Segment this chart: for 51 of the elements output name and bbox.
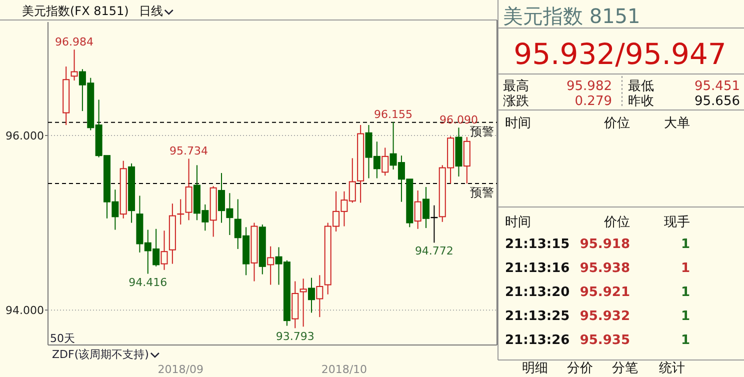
annotation: 50天 bbox=[50, 332, 75, 345]
text: 95.932 bbox=[580, 309, 630, 324]
text: 1 bbox=[680, 333, 690, 348]
annotation: 94.772 bbox=[414, 244, 454, 258]
annotation: 93.793 bbox=[276, 330, 314, 344]
text: 分价 bbox=[567, 361, 593, 376]
annotation: 96.984 bbox=[55, 36, 94, 49]
text: 昨收 bbox=[628, 94, 654, 109]
text: 1 bbox=[680, 309, 690, 324]
text: 美元指数 8151 bbox=[503, 4, 640, 28]
x-tick-label: 2018/09 bbox=[158, 363, 204, 376]
ref-line-label: 预警 bbox=[470, 186, 494, 200]
text: 95.921 bbox=[580, 285, 630, 300]
y-tick-label: 94.000 bbox=[6, 304, 44, 318]
text: 1 bbox=[680, 261, 690, 276]
chart-title: 美元指数(FX 8151) bbox=[22, 4, 129, 18]
text: 21:13:26 bbox=[505, 333, 570, 348]
text: 95.918 bbox=[580, 237, 630, 252]
text: 现手 bbox=[664, 215, 690, 230]
text: 0.279 bbox=[574, 94, 612, 109]
annotation: 95.734 bbox=[170, 144, 208, 158]
text: 95.451 bbox=[694, 79, 740, 94]
text: 1 bbox=[680, 237, 690, 252]
text: 价位 bbox=[603, 116, 630, 131]
chart-subtitle: 日线 bbox=[138, 4, 163, 18]
text: 统计 bbox=[659, 361, 685, 376]
ref-line-label: 预警 bbox=[470, 124, 494, 138]
y-tick-label: 96.000 bbox=[6, 129, 44, 142]
text: 大单 bbox=[664, 116, 690, 131]
text: ZDF(该周期不支持) bbox=[52, 348, 149, 361]
text: 95.935 bbox=[580, 333, 630, 348]
text: 95.932/95.947 bbox=[514, 37, 726, 71]
text: 明细 bbox=[522, 361, 548, 376]
text: 分笔 bbox=[612, 361, 638, 376]
text: 最低 bbox=[628, 79, 654, 94]
text: 21:13:15 bbox=[505, 237, 570, 252]
text: 21:13:20 bbox=[505, 285, 570, 300]
text: 价位 bbox=[603, 215, 630, 230]
x-tick-label: 2018/10 bbox=[321, 363, 368, 376]
text: 95.656 bbox=[694, 94, 740, 109]
text: 95.982 bbox=[566, 79, 612, 94]
text: 时间 bbox=[505, 215, 531, 230]
annotation: 96.155 bbox=[374, 108, 413, 121]
text: 95.938 bbox=[580, 261, 630, 276]
annotation: 94.416 bbox=[128, 276, 168, 289]
text: 21:13:25 bbox=[505, 309, 570, 324]
text: 时间 bbox=[505, 116, 531, 131]
text: 最高 bbox=[503, 78, 529, 94]
text: 1 bbox=[680, 285, 690, 300]
text: 21:13:16 bbox=[505, 261, 570, 276]
text: 涨跌 bbox=[503, 94, 529, 109]
